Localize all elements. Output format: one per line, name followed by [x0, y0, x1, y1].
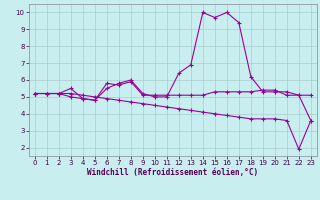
X-axis label: Windchill (Refroidissement éolien,°C): Windchill (Refroidissement éolien,°C)	[87, 168, 258, 177]
